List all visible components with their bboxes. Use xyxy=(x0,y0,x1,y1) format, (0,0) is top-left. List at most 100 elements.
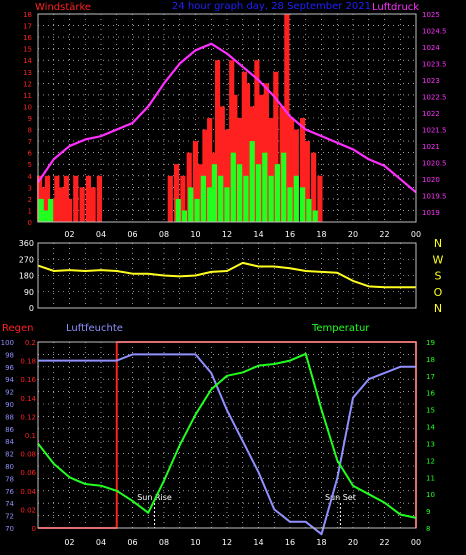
wind-peak-bar xyxy=(268,118,274,222)
time-tick-label: 22 xyxy=(379,538,389,547)
temperature-axis-tick: 19 xyxy=(426,339,435,347)
wind-peak-bar xyxy=(59,187,65,222)
plot-frame xyxy=(37,13,417,223)
plot-frame xyxy=(37,341,417,529)
pressure-axis-tick: 1022 xyxy=(422,110,440,118)
wind-average-bar xyxy=(38,198,44,222)
wind-peak-bar xyxy=(263,83,269,222)
time-tick-label: 14 xyxy=(253,538,263,547)
wind-peak-bar xyxy=(90,187,96,222)
direction-axis-tick: 0 xyxy=(29,304,34,313)
pressure-axis-tick: 1025 xyxy=(422,11,440,19)
wind-strength-label: Windstärke xyxy=(35,2,91,13)
wind-average-bar xyxy=(274,164,280,222)
wind-average-bar xyxy=(281,152,287,222)
temperature-axis-tick: 17 xyxy=(426,373,435,381)
wind-average-bar xyxy=(237,164,243,222)
time-tick-label: 12 xyxy=(222,538,232,547)
wind-average-bar xyxy=(255,164,262,222)
wind-peak-bar xyxy=(214,60,221,222)
time-tick-label: 16 xyxy=(285,538,295,547)
humidity-axis-tick: 72 xyxy=(5,513,14,521)
pressure-label: Luftdruck xyxy=(372,2,419,13)
time-tick-label: 20 xyxy=(348,230,358,239)
wind-average-bar xyxy=(218,175,224,222)
wind-peak-bar xyxy=(73,175,79,222)
rain-axis-tick: 0 xyxy=(32,525,36,533)
wind-peak-bar xyxy=(54,175,60,222)
wind-average-bar xyxy=(207,187,213,222)
wind-axis-tick: 17 xyxy=(23,23,32,31)
wind-average-bar xyxy=(181,210,188,222)
humidity-axis-tick: 98 xyxy=(5,351,14,359)
wind-peak-bar xyxy=(63,175,69,222)
temperature-axis-tick: 9 xyxy=(426,508,430,516)
wind-peak-bar xyxy=(284,14,290,222)
wind-average-bar xyxy=(200,175,206,222)
temperature-axis-tick: 10 xyxy=(426,491,435,499)
wind-peak-bar xyxy=(44,175,51,222)
wind-average-bar xyxy=(293,175,299,222)
wind-average-bar xyxy=(306,198,312,222)
wind-peak-bar xyxy=(167,175,173,222)
chart-title: 24 hour graph day, 28 September 2021 xyxy=(172,1,371,12)
pressure-axis-tick: 1022.5 xyxy=(422,94,447,102)
direction-axis-tick: 180 xyxy=(19,272,34,281)
wind-average-bar xyxy=(300,187,306,222)
wind-axis-tick: 10 xyxy=(23,103,32,111)
wind-axis-tick: 14 xyxy=(23,57,32,65)
pressure-line xyxy=(37,42,417,194)
wind-peak-bar xyxy=(224,129,230,222)
wind-average-bar xyxy=(224,187,230,222)
time-tick-label: 14 xyxy=(253,230,263,239)
time-tick-label: 18 xyxy=(316,538,326,547)
wind-axis-tick: 16 xyxy=(23,34,32,42)
temperature-axis-tick: 11 xyxy=(426,474,435,482)
pressure-axis-tick: 1024 xyxy=(422,44,440,52)
wind-average-bar xyxy=(243,175,249,222)
pressure-axis-tick: 1020 xyxy=(422,176,440,184)
rain-axis-tick: 0.2 xyxy=(25,339,36,347)
pressure-axis-tick: 1024.5 xyxy=(422,28,447,36)
temperature-axis-tick: 14 xyxy=(426,424,435,432)
rain-axis-tick: 0.06 xyxy=(20,469,36,477)
pressure-axis-tick: 1021.5 xyxy=(422,127,447,135)
wind-peak-bar xyxy=(85,175,91,222)
temperature-line xyxy=(37,352,417,519)
time-tick-label: 22 xyxy=(379,230,389,239)
time-tick-label: 10 xyxy=(190,538,200,547)
wind-average-bar xyxy=(43,210,49,222)
rain-axis-tick: 0.08 xyxy=(20,451,36,459)
wind-peak-bar xyxy=(197,164,203,222)
humidity-axis-tick: 78 xyxy=(5,475,14,483)
time-tick-label: 16 xyxy=(285,230,295,239)
wind-average-bar xyxy=(188,187,194,222)
humidity-label: Luftfeuchte xyxy=(66,323,123,334)
compass-label: N xyxy=(434,237,442,250)
temperature-label: Temperatur xyxy=(311,323,370,334)
humidity-axis-tick: 86 xyxy=(5,426,14,434)
rain-axis-tick: 0.18 xyxy=(20,358,36,366)
wind-peak-bar xyxy=(241,71,247,223)
wind-axis-tick: 4 xyxy=(28,173,33,181)
humidity-axis-tick: 76 xyxy=(5,488,14,496)
wind-axis-tick: 5 xyxy=(28,161,32,169)
wind-peak-bar xyxy=(96,175,103,222)
humidity-line xyxy=(38,353,416,536)
wind-average-bar xyxy=(249,141,255,222)
wind-axis-tick: 8 xyxy=(28,127,32,135)
temperature-axis-tick: 8 xyxy=(426,525,430,533)
time-tick-label: 02 xyxy=(64,230,74,239)
rain-axis-tick: 0.12 xyxy=(20,413,36,421)
rain-label: Regen xyxy=(2,323,34,334)
plot-area xyxy=(38,342,416,528)
humidity-axis-tick: 94 xyxy=(5,376,14,384)
humidity-axis-tick: 70 xyxy=(5,525,14,533)
wind-direction-line xyxy=(37,261,416,289)
compass-label: O xyxy=(434,286,443,299)
temperature-axis-tick: 12 xyxy=(426,457,435,465)
wind-peak-bar xyxy=(219,106,225,222)
wind-peak-bar xyxy=(207,118,213,222)
rain-axis-tick: 0.02 xyxy=(20,506,36,514)
wind-axis-tick: 7 xyxy=(28,138,32,146)
